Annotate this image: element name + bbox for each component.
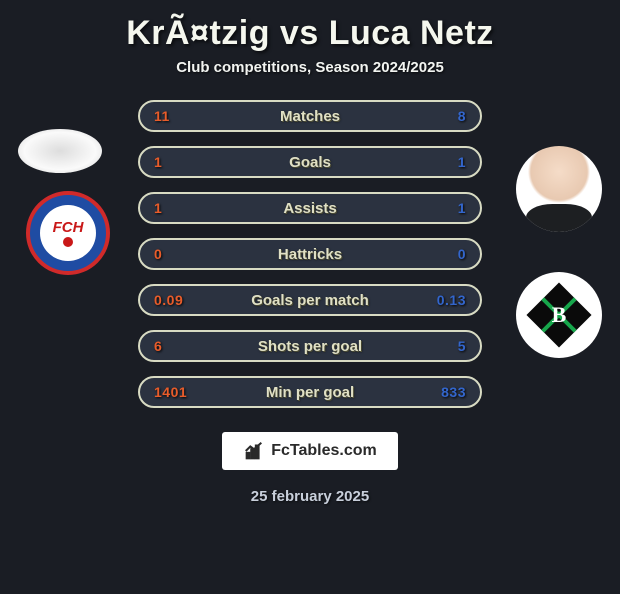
stat-left-value: 6: [154, 338, 214, 354]
player-right-avatar: [516, 146, 602, 232]
stat-label: Goals per match: [214, 292, 406, 309]
stat-right-value: 0.13: [406, 292, 466, 308]
footer-date: 25 february 2025: [0, 488, 620, 505]
stat-row: 6 Shots per goal 5: [138, 330, 482, 362]
stat-row: 1 Assists 1: [138, 192, 482, 224]
stat-right-value: 833: [406, 384, 466, 400]
stat-label: Shots per goal: [214, 338, 406, 355]
source-site-label: FcTables.com: [271, 442, 377, 460]
club-badge-left: FCH: [26, 191, 110, 275]
stat-left-value: 0.09: [154, 292, 214, 308]
stat-left-value: 1: [154, 200, 214, 216]
stat-right-value: 8: [406, 108, 466, 124]
stat-left-value: 11: [154, 108, 214, 124]
stat-row: 1401 Min per goal 833: [138, 376, 482, 408]
stat-row: 1 Goals 1: [138, 146, 482, 178]
player-left-avatar: [18, 129, 102, 173]
stat-right-value: 1: [406, 154, 466, 170]
stat-left-value: 1: [154, 154, 214, 170]
stat-label: Assists: [214, 200, 406, 217]
ball-icon: [63, 237, 73, 247]
page-title: KrÃ¤tzig vs Luca Netz: [0, 14, 620, 53]
page-subtitle: Club competitions, Season 2024/2025: [0, 59, 620, 76]
stat-label: Hattricks: [214, 246, 406, 263]
source-site-link[interactable]: FcTables.com: [222, 432, 398, 470]
stat-left-value: 1401: [154, 384, 214, 400]
stat-right-value: 5: [406, 338, 466, 354]
stat-label: Min per goal: [214, 384, 406, 401]
club-right-code: B: [552, 302, 567, 328]
stat-right-value: 1: [406, 200, 466, 216]
stat-row: 11 Matches 8: [138, 100, 482, 132]
stat-right-value: 0: [406, 246, 466, 262]
stat-row: 0.09 Goals per match 0.13: [138, 284, 482, 316]
stat-label: Matches: [214, 108, 406, 125]
stat-left-value: 0: [154, 246, 214, 262]
stat-row: 0 Hattricks 0: [138, 238, 482, 270]
club-left-code: FCH: [53, 220, 84, 235]
stat-label: Goals: [214, 154, 406, 171]
chart-icon: [243, 440, 265, 462]
club-badge-right: B: [516, 272, 602, 358]
stats-container: 11 Matches 8 1 Goals 1 1 Assists 1 0 Hat…: [138, 100, 482, 408]
